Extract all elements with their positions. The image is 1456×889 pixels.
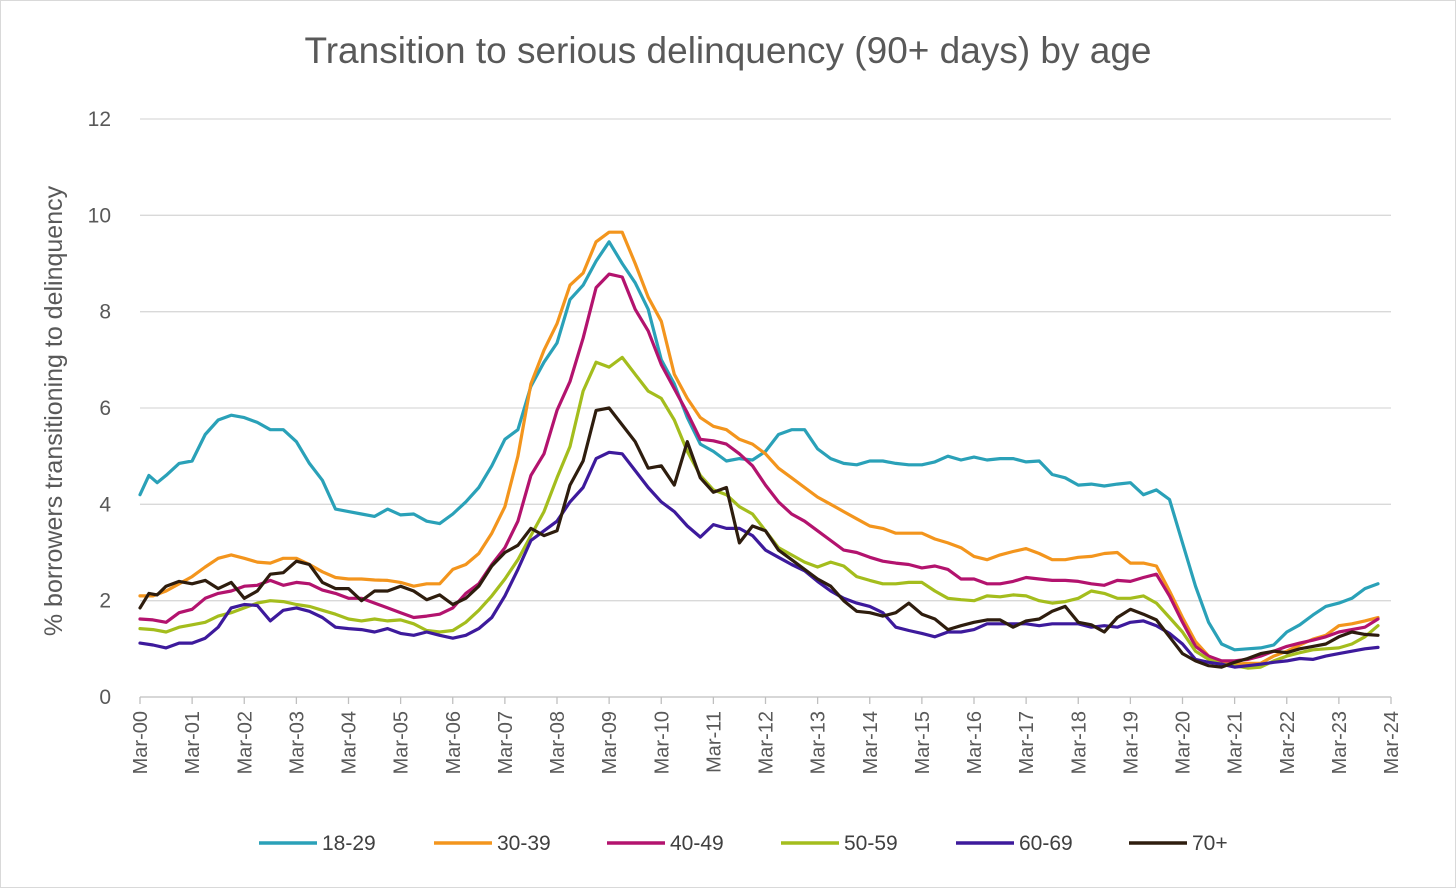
x-tick-label: Mar-07	[495, 711, 517, 774]
legend-label: 50-59	[844, 832, 898, 855]
y-tick-label: 12	[88, 108, 111, 131]
legend-label: 30-39	[497, 832, 551, 855]
x-tick-label: Mar-02	[234, 711, 256, 774]
x-tick-label: Mar-06	[443, 711, 465, 774]
x-tick-label: Mar-24	[1381, 711, 1403, 774]
x-tick-label: Mar-04	[339, 711, 361, 774]
series-lines	[138, 230, 1380, 670]
y-axis-label: % borrowers transitioning to delinquency	[40, 185, 68, 636]
x-tick-label: Mar-14	[860, 711, 882, 774]
x-tick-label: Mar-18	[1068, 711, 1090, 774]
x-tick-label: Mar-00	[130, 711, 152, 774]
y-tick-label: 2	[99, 590, 111, 613]
x-tick-label: Mar-11	[703, 711, 725, 773]
legend-label: 60-69	[1019, 832, 1073, 855]
y-axis-ticks: 0 2 4 6 8 10 12	[88, 108, 112, 709]
legend-label: 70+	[1192, 832, 1228, 855]
y-tick-label: 8	[99, 301, 111, 324]
legend-label: 40-49	[670, 832, 724, 855]
x-tick-label: Mar-10	[651, 711, 673, 774]
x-tick-label: Mar-20	[1173, 711, 1195, 774]
y-tick-label: 0	[99, 686, 111, 709]
x-tick-label: Mar-12	[756, 711, 778, 774]
x-tick-label: Mar-22	[1277, 711, 1299, 774]
y-tick-label: 6	[99, 397, 111, 420]
series-line-18-29	[138, 240, 1380, 652]
x-tick-label: Mar-23	[1329, 711, 1351, 774]
x-tick-label: Mar-05	[391, 711, 413, 774]
x-tick-label: Mar-19	[1120, 711, 1142, 774]
y-tick-label: 10	[88, 204, 111, 227]
x-tick-label: Mar-21	[1225, 711, 1247, 774]
series-line-60-69	[138, 450, 1380, 669]
x-axis-ticks: Mar-00 Mar-01 Mar-02 Mar-03 Mar-04 Mar-05 Mar-…	[130, 697, 1403, 774]
x-tick-label: Mar-01	[182, 711, 204, 774]
series-line-70plus	[138, 406, 1380, 669]
chart-title: Transition to serious delinquency (90+ d…	[304, 30, 1151, 71]
x-tick-label: Mar-09	[599, 711, 621, 774]
x-tick-label: Mar-15	[912, 711, 934, 774]
gridlines	[140, 118, 1391, 698]
legend: 18-29 30-39 40-49 50-59 60-69 70+	[259, 832, 1228, 855]
series-line-30-39	[138, 230, 1380, 666]
y-tick-label: 4	[99, 493, 111, 516]
x-tick-label: Mar-16	[964, 711, 986, 774]
x-tick-label: Mar-13	[808, 711, 830, 774]
legend-label: 18-29	[322, 832, 376, 855]
series-line-50-59	[138, 355, 1380, 670]
x-tick-label: Mar-03	[286, 711, 308, 774]
x-tick-label: Mar-08	[547, 711, 569, 774]
series-line-40-49	[138, 272, 1380, 663]
x-tick-label: Mar-17	[1016, 711, 1038, 774]
